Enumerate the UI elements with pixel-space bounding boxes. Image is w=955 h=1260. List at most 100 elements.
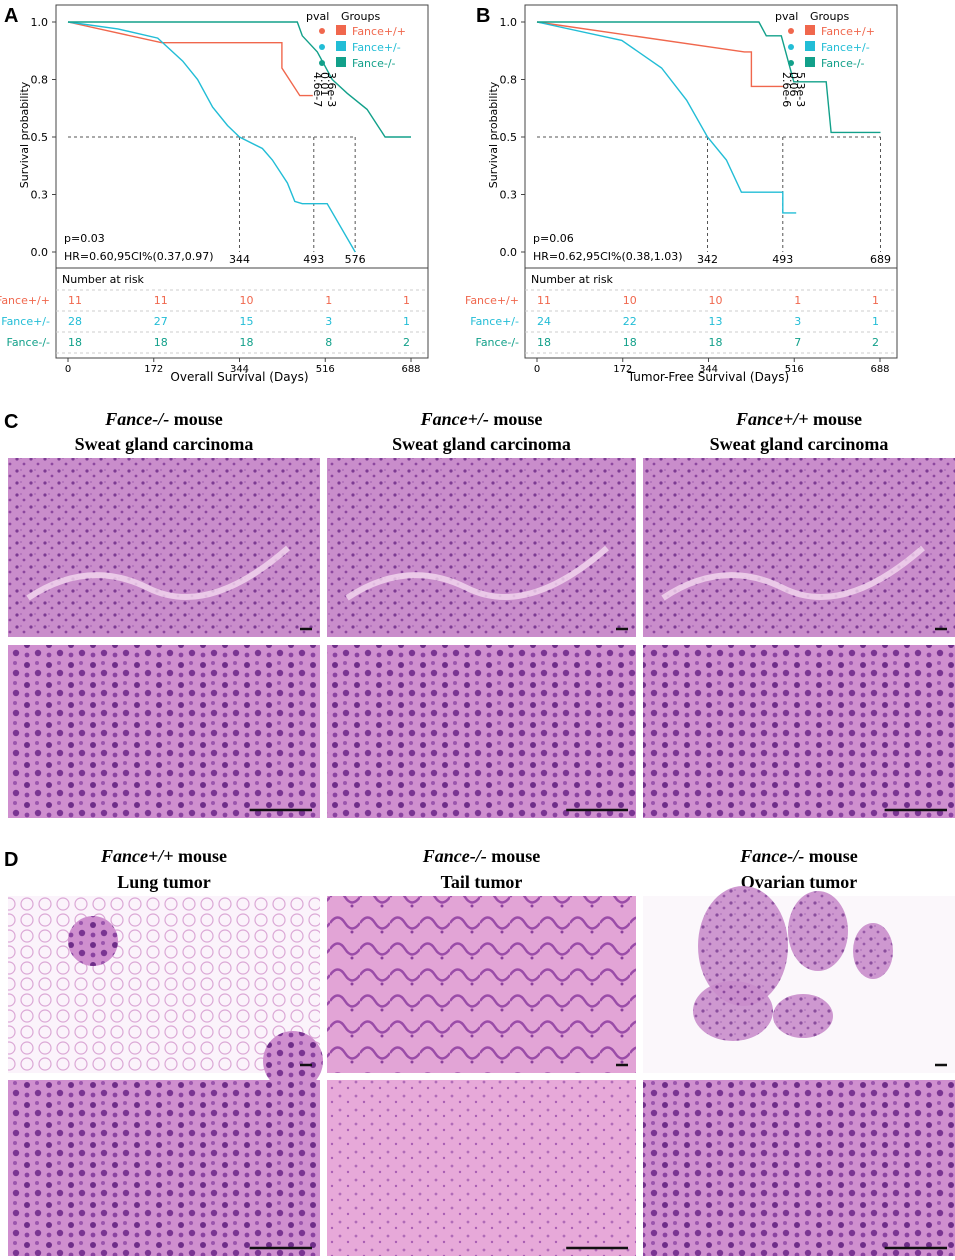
survival-curve	[68, 21, 411, 138]
histology-image	[643, 458, 955, 637]
risk-count: 3	[325, 315, 332, 328]
genotype: Fance+/-	[420, 409, 489, 429]
median-label: 576	[345, 253, 366, 266]
pval-dot	[319, 44, 325, 50]
legend-swatch	[805, 25, 815, 35]
caption-genotype-line: Fance+/+ mouse	[100, 846, 227, 866]
panel-label: C	[4, 411, 18, 433]
caption-suffix: mouse	[174, 846, 228, 866]
risk-count: 13	[709, 315, 723, 328]
plot-frame	[55, 4, 429, 359]
risk-count: 18	[623, 336, 637, 349]
annotation: p=0.06	[533, 232, 574, 245]
risk-count: 2	[872, 336, 879, 349]
risk-count: 1	[872, 315, 879, 328]
genotype: Fance-/-	[739, 846, 804, 866]
panel-label: A	[4, 5, 18, 27]
median-label: 493	[772, 253, 793, 266]
tissue-fragment	[853, 923, 893, 979]
risk-count: 18	[154, 336, 168, 349]
x-axis-label: Tumor-Free Survival (Days)	[627, 370, 789, 384]
risk-count: 22	[623, 315, 637, 328]
risk-count: 3	[794, 315, 801, 328]
panel-label: B	[476, 5, 490, 27]
legend-label: Fance+/+	[352, 25, 406, 38]
pval-value: 2.6e-6	[780, 72, 793, 107]
annotation: HR=0.60,95CI%(0.37,0.97)	[64, 250, 214, 263]
caption-suffix: mouse	[489, 409, 543, 429]
risk-row-label: Fance+/+	[0, 294, 50, 307]
median-label: 493	[303, 253, 324, 266]
y-tick-label: 1.0	[500, 16, 518, 29]
risk-count: 10	[240, 294, 254, 307]
caption-genotype-line: Fance+/+ mouse	[735, 409, 862, 429]
plot-frame	[524, 4, 898, 359]
risk-count: 11	[154, 294, 168, 307]
risk-count: 24	[537, 315, 551, 328]
risk-count: 2	[403, 336, 410, 349]
genotype: Fance+/+	[735, 409, 809, 429]
risk-count: 28	[68, 315, 82, 328]
risk-count: 1	[403, 315, 410, 328]
annotation: p=0.03	[64, 232, 105, 245]
legend-label: Fance+/+	[821, 25, 875, 38]
caption-suffix: mouse	[804, 846, 858, 866]
pval-dot	[788, 60, 794, 66]
vessel	[26, 545, 290, 601]
risk-count: 1	[325, 294, 332, 307]
x-tick-label: 688	[401, 364, 420, 375]
km-chart: 0.0 0.3 0.5 0.8 1.0 Survival probability 0 172 3…	[465, 4, 898, 384]
genotype: Fance-/-	[104, 409, 169, 429]
legend-swatch	[336, 57, 346, 67]
risk-count: 10	[709, 294, 723, 307]
y-axis-label: Survival probability	[487, 81, 500, 188]
y-tick-label: 0.3	[31, 189, 49, 202]
median-label: 344	[229, 253, 250, 266]
x-tick-label: 0	[534, 364, 540, 375]
tissue-fragment	[773, 994, 833, 1038]
histology-image	[8, 458, 320, 637]
pval-dot	[319, 28, 325, 34]
x-tick-label: 688	[870, 364, 889, 375]
x-tick-label: 0	[65, 364, 71, 375]
histology-image	[8, 1080, 320, 1256]
caption-tissue: Tail tumor	[441, 872, 523, 892]
caption-genotype-line: Fance+/- mouse	[420, 409, 543, 429]
median-label: 342	[697, 253, 718, 266]
histology-image	[327, 458, 636, 637]
survival-curve	[536, 21, 785, 88]
y-tick-label: 0.0	[500, 246, 518, 259]
y-tick-label: 0.8	[500, 74, 518, 87]
x-tick-label: 172	[613, 364, 632, 375]
risk-count: 1	[403, 294, 410, 307]
x-tick-label: 172	[144, 364, 163, 375]
survival-curve	[67, 21, 313, 97]
legend-label: Fance+/-	[821, 41, 870, 54]
histology-image	[8, 896, 320, 1073]
y-tick-label: 0.5	[31, 131, 49, 144]
risk-row-label: Fance-/-	[476, 336, 520, 349]
histology-image	[327, 645, 636, 818]
histology-image	[643, 1080, 955, 1256]
risk-count: 1	[872, 294, 879, 307]
survival-curve	[537, 21, 881, 134]
x-tick-label: 516	[316, 364, 335, 375]
tissue-fragment	[788, 891, 848, 971]
risk-count: 11	[68, 294, 82, 307]
median-label: 689	[870, 253, 891, 266]
pval-value: 4.6e-7	[311, 72, 324, 107]
y-tick-label: 0.5	[500, 131, 518, 144]
y-tick-label: 1.0	[31, 16, 49, 29]
caption-suffix: mouse	[169, 409, 223, 429]
risk-count: 8	[325, 336, 332, 349]
legend-swatch	[805, 41, 815, 51]
risk-row-label: Fance+/-	[470, 315, 519, 328]
legend-title: Groups	[810, 10, 849, 23]
panel-label: D	[4, 849, 18, 871]
pval-dot	[788, 44, 794, 50]
survival-curve	[67, 21, 356, 253]
y-tick-label: 0.3	[500, 189, 518, 202]
risk-title: Number at risk	[531, 273, 614, 286]
caption-tissue: Lung tumor	[117, 872, 211, 892]
